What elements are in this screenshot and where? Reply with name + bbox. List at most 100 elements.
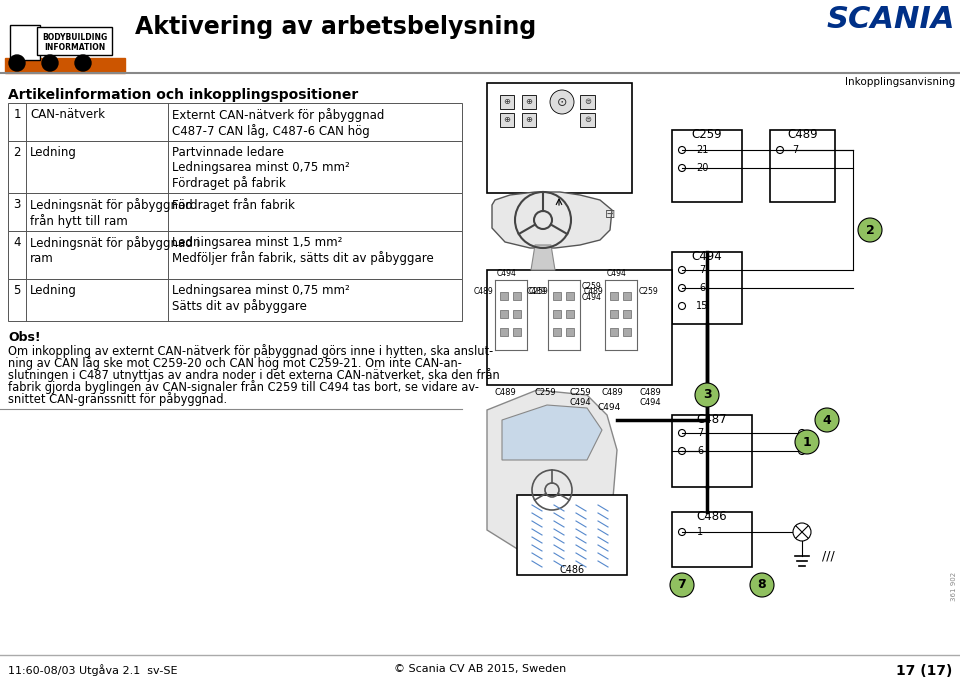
Bar: [672, 415, 752, 487]
Bar: [8, 231, 462, 279]
Polygon shape: [5, 58, 125, 73]
Bar: [500, 310, 508, 318]
Text: ⊕: ⊕: [525, 115, 533, 124]
Text: C259: C259: [639, 288, 659, 297]
Polygon shape: [502, 405, 602, 460]
Text: C489: C489: [473, 288, 493, 297]
Bar: [522, 113, 536, 127]
Text: C494: C494: [497, 269, 516, 278]
Bar: [8, 279, 462, 321]
Text: 3: 3: [703, 388, 711, 402]
Text: ⊕: ⊕: [503, 97, 511, 106]
Text: 4: 4: [13, 236, 21, 249]
Bar: [513, 310, 521, 318]
Text: C489: C489: [601, 388, 623, 397]
Text: 1: 1: [697, 527, 703, 537]
Text: ⊕: ⊕: [503, 115, 511, 124]
Text: C489
C494: C489 C494: [639, 388, 660, 407]
Circle shape: [75, 55, 91, 71]
Bar: [517, 495, 627, 575]
Text: Obs!: Obs!: [8, 331, 40, 344]
Text: 361 902: 361 902: [951, 572, 957, 601]
Text: CAN-nätverk: CAN-nätverk: [30, 108, 105, 121]
Text: C494: C494: [691, 250, 722, 263]
Text: 7: 7: [699, 265, 706, 275]
Bar: [580, 95, 595, 109]
Text: ⊟: ⊟: [605, 208, 615, 221]
Circle shape: [793, 523, 811, 541]
Bar: [8, 141, 462, 193]
Text: snittet CAN-gränssnitt för påbyggnad.: snittet CAN-gränssnitt för påbyggnad.: [8, 392, 228, 406]
Text: C489: C489: [787, 128, 818, 141]
Text: C259: C259: [529, 288, 549, 297]
Text: 1: 1: [13, 108, 21, 121]
Text: ⊜: ⊜: [584, 97, 591, 106]
Bar: [8, 193, 462, 231]
Bar: [566, 292, 574, 300]
Circle shape: [9, 55, 25, 71]
Text: 7: 7: [792, 145, 798, 155]
Bar: [672, 252, 742, 324]
Text: 5: 5: [13, 284, 21, 297]
Text: Ledningsnät för påbyggnad
från hytt till ram: Ledningsnät för påbyggnad från hytt till…: [30, 198, 193, 228]
Text: ⊜: ⊜: [584, 115, 591, 124]
Text: ///: ///: [822, 549, 835, 562]
Polygon shape: [492, 192, 612, 248]
Text: C494: C494: [597, 404, 620, 413]
Circle shape: [750, 573, 774, 597]
Text: slutningen i C487 utnyttjas av andra noder i det externa CAN-nätverket, ska den : slutningen i C487 utnyttjas av andra nod…: [8, 368, 500, 382]
Text: C489: C489: [584, 288, 603, 297]
Circle shape: [795, 430, 819, 454]
Bar: [623, 292, 631, 300]
Text: SCANIA: SCANIA: [827, 5, 955, 34]
Bar: [500, 292, 508, 300]
Text: 4: 4: [823, 413, 831, 426]
Circle shape: [670, 573, 694, 597]
Text: Ledningsnät för påbyggnad i
ram: Ledningsnät för påbyggnad i ram: [30, 236, 200, 265]
Circle shape: [679, 146, 685, 153]
Bar: [500, 113, 514, 127]
Bar: [37, 27, 112, 55]
Text: Aktivering av arbetsbelysning: Aktivering av arbetsbelysning: [135, 15, 537, 39]
Text: Ledningsarea minst 1,5 mm²
Medföljer från fabrik, sätts dit av påbyggare: Ledningsarea minst 1,5 mm² Medföljer frå…: [172, 236, 434, 265]
Bar: [610, 328, 618, 336]
Text: Fördraget från fabrik: Fördraget från fabrik: [172, 198, 295, 212]
Text: 8: 8: [757, 578, 766, 591]
Text: Externt CAN-nätverk för påbyggnad
C487-7 CAN låg, C487-6 CAN hög: Externt CAN-nätverk för påbyggnad C487-7…: [172, 108, 384, 138]
Circle shape: [679, 448, 685, 455]
Circle shape: [679, 266, 685, 273]
Bar: [522, 95, 536, 109]
Text: Partvinnade ledare
Ledningsarea minst 0,75 mm²
Fördraget på fabrik: Partvinnade ledare Ledningsarea minst 0,…: [172, 146, 349, 190]
Text: 21: 21: [696, 145, 708, 155]
Text: 1: 1: [803, 435, 811, 448]
Text: INFORMATION: INFORMATION: [44, 43, 106, 52]
Text: C259: C259: [692, 128, 722, 141]
Text: 17 (17): 17 (17): [896, 664, 952, 678]
Bar: [553, 292, 561, 300]
Text: C486: C486: [560, 565, 585, 575]
Circle shape: [815, 408, 839, 432]
Text: 2: 2: [866, 224, 875, 237]
Circle shape: [42, 55, 58, 71]
Text: 3: 3: [13, 198, 21, 211]
Polygon shape: [531, 245, 555, 270]
Circle shape: [799, 429, 805, 437]
Text: C489: C489: [526, 288, 546, 297]
Text: 6: 6: [699, 283, 705, 293]
Bar: [553, 310, 561, 318]
Circle shape: [777, 146, 783, 153]
Text: ning av CAN låg ske mot C259-20 och CAN hög mot C259-21. Om inte CAN-an-: ning av CAN låg ske mot C259-20 och CAN …: [8, 356, 462, 370]
Text: fabrik gjorda byglingen av CAN-signaler från C259 till C494 tas bort, se vidare : fabrik gjorda byglingen av CAN-signaler …: [8, 380, 479, 394]
Text: C259: C259: [534, 388, 556, 397]
Circle shape: [679, 302, 685, 310]
Bar: [487, 270, 672, 385]
Circle shape: [799, 448, 805, 455]
Text: 6: 6: [697, 446, 703, 456]
Text: Inkopplingsanvisning: Inkopplingsanvisning: [845, 77, 955, 87]
Circle shape: [695, 383, 719, 407]
Bar: [500, 95, 514, 109]
Text: 2: 2: [13, 146, 21, 159]
Text: C259
C494: C259 C494: [582, 282, 602, 302]
Text: Om inkoppling av externt CAN-nätverk för påbyggnad görs inne i hytten, ska anslu: Om inkoppling av externt CAN-nätverk för…: [8, 344, 493, 358]
Bar: [580, 113, 595, 127]
